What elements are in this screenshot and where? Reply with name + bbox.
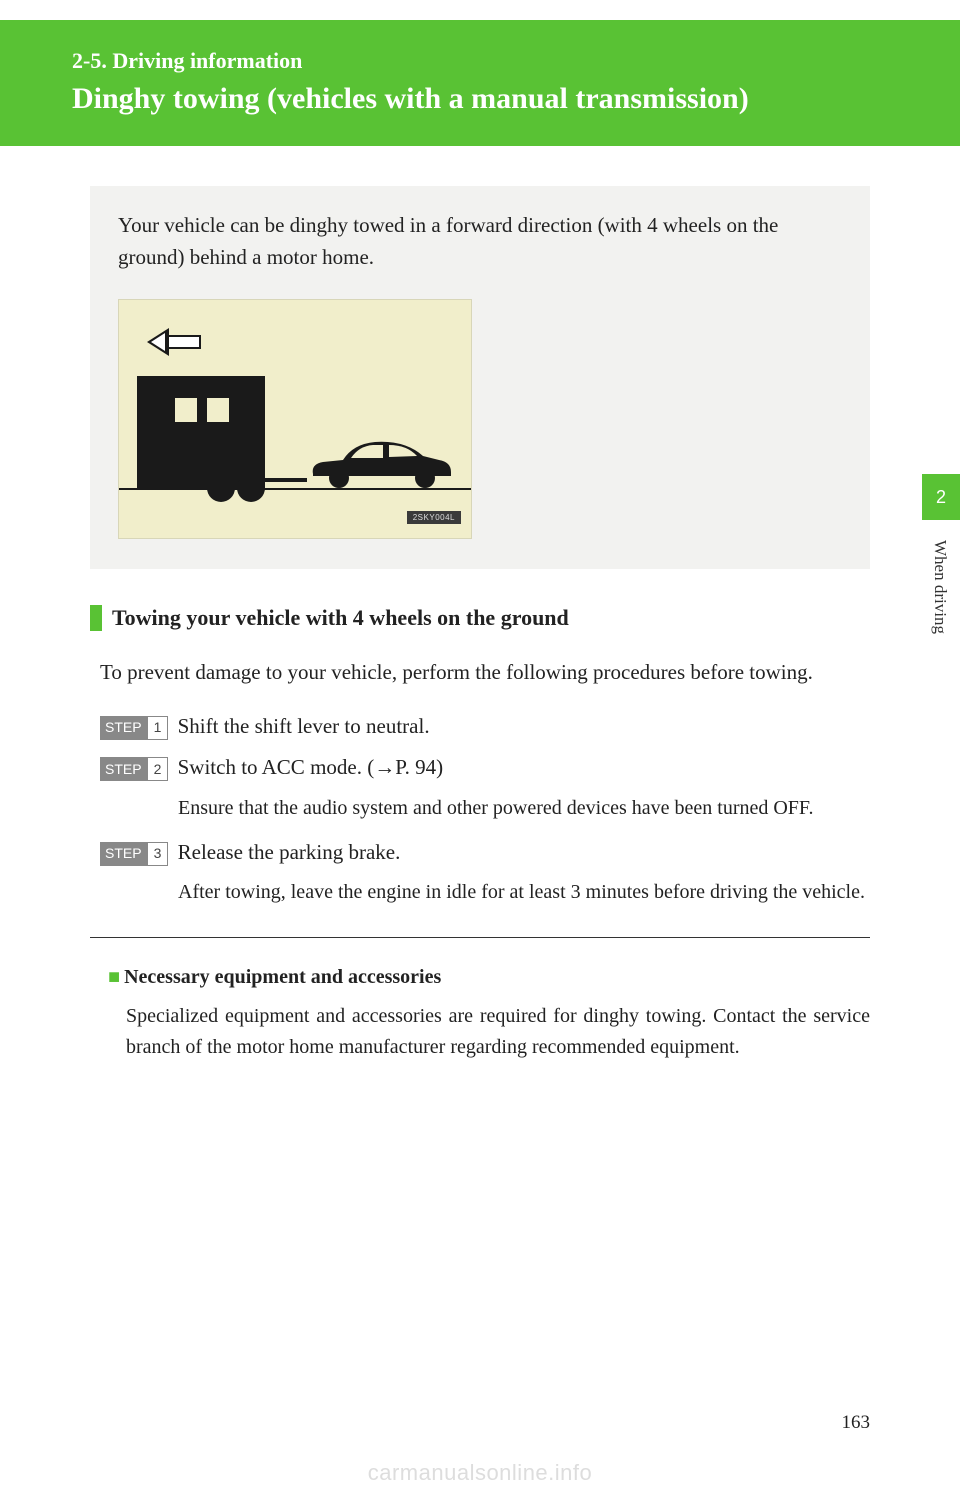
heading-bar-icon [90, 605, 102, 631]
towing-illustration: 2SKY004L [118, 299, 472, 539]
sub-heading: Towing your vehicle with 4 wheels on the… [90, 605, 870, 631]
step-label: STEP [100, 716, 147, 740]
illustration-code: 2SKY004L [407, 511, 461, 524]
step-2-note: Ensure that the audio system and other p… [178, 794, 870, 823]
intro-text: Your vehicle can be dinghy towed in a fo… [118, 210, 846, 273]
header-band: 2-5. Driving information Dinghy towing (… [0, 20, 960, 146]
note-heading: ■Necessary equipment and accessories [108, 966, 870, 989]
intro-box: Your vehicle can be dinghy towed in a fo… [90, 186, 870, 569]
page-title: Dinghy towing (vehicles with a manual tr… [72, 82, 960, 116]
step-text: Release the parking brake. [178, 840, 401, 864]
car-shape [305, 438, 455, 488]
square-bullet-icon: ■ [108, 966, 120, 988]
step-2: STEP 2 Switch to ACC mode. (→P. 94) [100, 752, 870, 784]
step-badge: STEP 3 [100, 842, 168, 866]
step-3-note: After towing, leave the engine in idle f… [178, 878, 870, 907]
note-body: Specialized equipment and accessories ar… [126, 1001, 870, 1063]
divider [90, 937, 870, 938]
step-text: Shift the shift lever to neutral. [178, 714, 430, 738]
motorhome-shape [137, 376, 265, 488]
step-1: STEP 1 Shift the shift lever to neutral. [100, 711, 870, 743]
direction-arrow-icon [147, 328, 201, 356]
hitch-shape [263, 478, 307, 482]
watermark: carmanualsonline.info [0, 1460, 960, 1486]
step-3: STEP 3 Release the parking brake. [100, 837, 870, 869]
step-number: 2 [147, 757, 169, 781]
note-heading-text: Necessary equipment and accessories [124, 966, 441, 988]
page-number: 163 [842, 1412, 871, 1434]
road-line [119, 488, 471, 490]
chapter-label: When driving [930, 540, 950, 634]
step-text: Switch to ACC mode. (→P. 94) [178, 755, 443, 779]
sub-heading-text: Towing your vehicle with 4 wheels on the… [112, 605, 569, 631]
step-label: STEP [100, 757, 147, 781]
step-number: 3 [147, 842, 169, 866]
step-number: 1 [147, 716, 169, 740]
step-badge: STEP 2 [100, 757, 168, 781]
content-area: Your vehicle can be dinghy towed in a fo… [0, 146, 960, 1063]
step-label: STEP [100, 842, 147, 866]
procedure-intro: To prevent damage to your vehicle, perfo… [100, 657, 870, 689]
step-badge: STEP 1 [100, 716, 168, 740]
section-number: 2-5. Driving information [72, 48, 960, 74]
chapter-tab: 2 [922, 474, 960, 520]
